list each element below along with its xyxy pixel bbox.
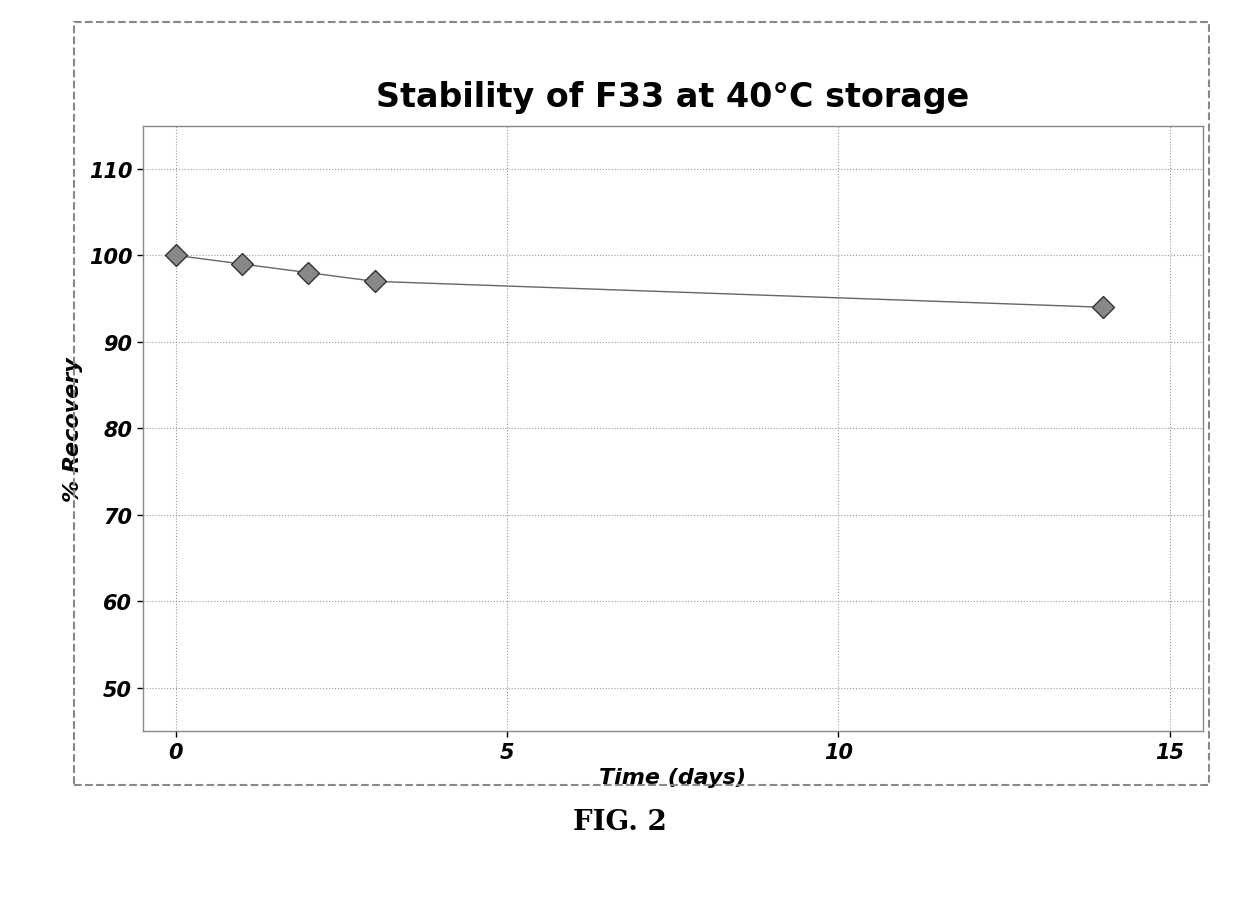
Y-axis label: % Recovery: % Recovery [63, 357, 83, 501]
X-axis label: Time (days): Time (days) [599, 768, 746, 787]
Title: Stability of F33 at 40°C storage: Stability of F33 at 40°C storage [376, 81, 970, 114]
Text: FIG. 2: FIG. 2 [573, 808, 667, 835]
